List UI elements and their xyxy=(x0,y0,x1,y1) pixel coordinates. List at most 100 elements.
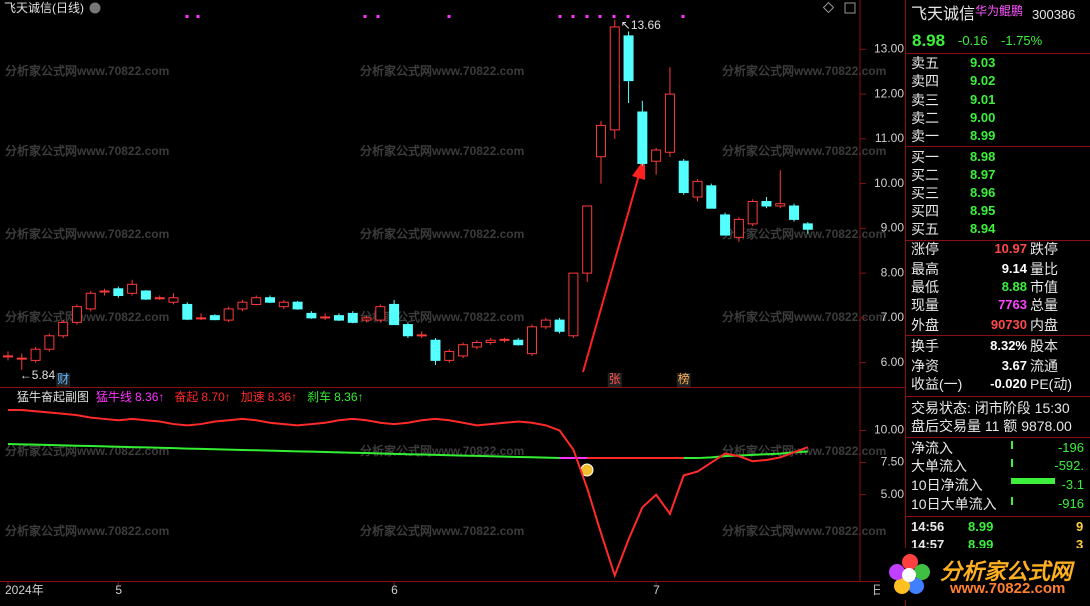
stat-label: 最低 xyxy=(911,279,939,295)
watermark: 分析家公式网www.70822.com xyxy=(5,63,169,78)
ask-price: 9.00 xyxy=(970,109,996,125)
ask-price: 8.99 xyxy=(970,128,996,144)
separator xyxy=(906,335,1090,336)
candle-body xyxy=(747,201,758,225)
price-change-pct: -1.75% xyxy=(1001,33,1043,48)
x-tick-label: 7 xyxy=(653,583,660,597)
stat-label: 市值 xyxy=(1030,279,1058,295)
event-dot xyxy=(571,15,575,18)
price-change: -0.16 xyxy=(958,33,988,48)
indicator-line xyxy=(8,408,809,579)
candle-body xyxy=(3,355,13,358)
max-label: ↖13.66 xyxy=(621,18,661,32)
flow-bar xyxy=(1011,497,1013,505)
candle-body xyxy=(265,297,276,303)
legend-name: 奋起 xyxy=(174,390,198,404)
flow-bar xyxy=(1011,478,1055,484)
toolbar-icon[interactable] xyxy=(844,2,856,14)
legend: 猛牛线 8.36↑ 奋起 8.70↑ 加速 8.36↑ 刹车 8.36↑ xyxy=(96,389,364,404)
legend-arrow: ↑ xyxy=(225,390,231,404)
y-tick-label: 11.00 xyxy=(875,131,904,145)
x-tick-label: 6 xyxy=(391,583,398,597)
max-arrow: ↖ xyxy=(621,18,631,32)
candle-body xyxy=(458,344,469,357)
legend-arrow: ↑ xyxy=(291,390,297,404)
stat-label: 最高 xyxy=(911,261,939,277)
stat-label: 换手 xyxy=(911,338,939,354)
candle-body xyxy=(182,303,193,320)
stat-value: 8.88 xyxy=(1001,279,1027,294)
bid-label: 买五 xyxy=(911,221,939,237)
candle-body xyxy=(678,160,689,194)
tick-price: 8.99 xyxy=(968,519,994,534)
candle-body xyxy=(196,317,207,320)
watermark: 分析家公式网www.70822.com xyxy=(360,143,524,158)
candle-body xyxy=(733,218,744,238)
watermark: 分析家公式网www.70822.com xyxy=(5,226,169,241)
candle-body xyxy=(140,290,151,300)
indicator-title: 猛牛奋起副图 xyxy=(17,389,89,404)
candle-body xyxy=(99,290,110,293)
candle-body xyxy=(651,149,662,162)
y-tick-label: 9.00 xyxy=(881,221,905,235)
watermark: 分析家公式网www.70822.com xyxy=(722,226,886,241)
legend-arrow: ↑ xyxy=(358,390,364,404)
stat-label: 涨停 xyxy=(911,241,939,257)
event-marker-bg xyxy=(676,373,691,387)
candle-body xyxy=(554,319,565,332)
legend-value: 8.70 xyxy=(201,390,225,404)
stat-label: 收益(一) xyxy=(911,376,963,392)
stat-label: 现量 xyxy=(911,297,939,313)
event-dot xyxy=(185,15,189,18)
separator xyxy=(906,240,1090,241)
candle-body xyxy=(251,297,262,305)
candle-body xyxy=(540,319,551,328)
flow-bar xyxy=(1011,441,1013,449)
flow-value: -196 xyxy=(1057,440,1084,455)
candle-body xyxy=(485,339,496,343)
candle-body xyxy=(444,350,455,361)
title-menu-icon[interactable] xyxy=(89,2,101,14)
watermark: 分析家公式网www.70822.com xyxy=(360,523,524,538)
candle-body xyxy=(720,214,731,236)
ask-label: 卖三 xyxy=(911,91,939,108)
candle-body xyxy=(664,93,675,153)
event-marker: 张 xyxy=(609,372,621,386)
candle-body xyxy=(527,326,538,355)
watermark: 分析家公式网www.70822.com xyxy=(722,309,886,324)
tick-time: 14:56 xyxy=(911,519,945,534)
candle-body xyxy=(237,301,248,310)
stat-value: 8.32% xyxy=(990,338,1027,353)
separator xyxy=(906,53,1090,54)
candle-body xyxy=(154,297,165,300)
stat-label: 流通 xyxy=(1030,358,1058,374)
candle-body xyxy=(127,283,138,294)
trade-status: 盘后交易量 11 额 9878.00 xyxy=(911,418,1072,434)
event-dot xyxy=(558,15,562,18)
flow-label: 大单流入 xyxy=(911,458,967,474)
quote-panel: 飞天诚信 华为鲲鹏 300386 8.98 -0.16 -1.75% 卖五 9.03 卖四 9.0… xyxy=(906,0,1090,606)
watermark: 分析家公式网www.70822.com xyxy=(5,309,169,324)
candle-body xyxy=(389,303,400,326)
flow-value: -3.1 xyxy=(1061,477,1084,492)
ask-price: 9.03 xyxy=(970,55,996,70)
logo-name: 分析家公式网 xyxy=(940,559,1073,584)
candle-body xyxy=(361,317,372,321)
bid-price: 8.94 xyxy=(970,221,996,236)
candle-body xyxy=(333,315,344,321)
event-dot xyxy=(626,15,630,18)
stock-code: 300386 xyxy=(1032,7,1076,22)
separator xyxy=(906,146,1090,147)
x-tick-label: 5 xyxy=(115,583,122,597)
candle-body xyxy=(30,348,41,361)
flow-bar xyxy=(1011,459,1013,467)
y-tick-label: 6.00 xyxy=(881,355,905,369)
candle-body xyxy=(706,185,717,209)
candle-body xyxy=(71,306,82,323)
toolbar-icon[interactable] xyxy=(822,1,835,14)
legend-value: 8.36 xyxy=(334,390,358,404)
event-dot xyxy=(612,15,616,18)
watermarks: 分析家公式网www.70822.com 分析家公式网www.70822.com 分析… xyxy=(5,63,886,538)
watermark: 分析家公式网www.70822.com xyxy=(722,523,886,538)
stat-value: -0.020 xyxy=(990,376,1027,391)
